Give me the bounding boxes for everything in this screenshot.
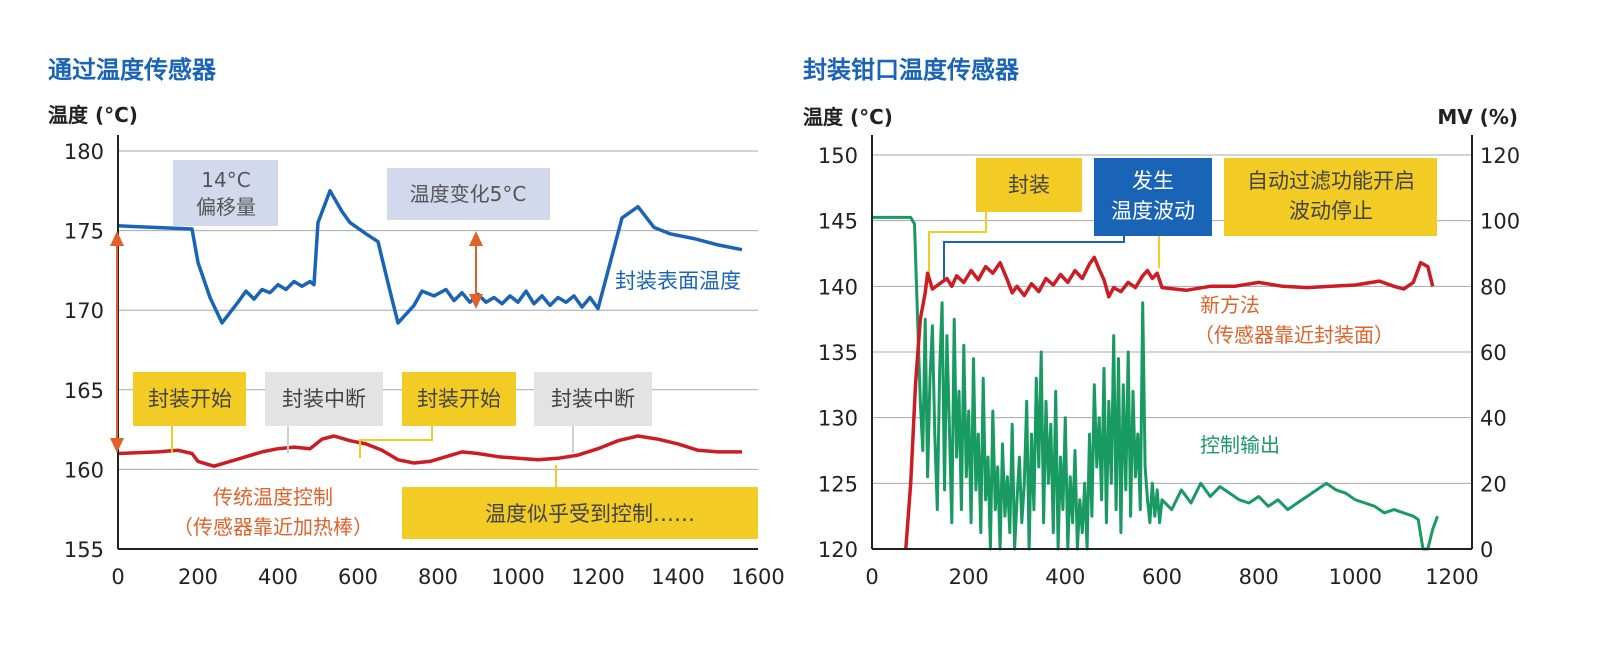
right-chart: 封装钳口温度传感器 温度 (°C) MV (%) 120 125 130 135 140… <box>803 56 1520 589</box>
left-x-tick-label: 400 <box>258 565 298 589</box>
right-y-tick-label: 130 <box>818 407 858 431</box>
left-offset-box <box>173 160 278 226</box>
left-y-axis-label: 温度 (°C) <box>48 103 138 127</box>
right-y2-tick-label: 60 <box>1480 341 1507 365</box>
left-x-tick-label: 600 <box>338 565 378 589</box>
left-y-tick-label: 165 <box>64 379 104 403</box>
right-y2-axis-label: MV (%) <box>1437 105 1518 129</box>
left-change-arrow <box>469 231 483 309</box>
left-seal-stop-1: 封装中断 <box>282 387 366 411</box>
left-y-tick-label: 180 <box>64 140 104 164</box>
left-seal-stop-box-1 <box>265 372 383 426</box>
left-offset-label-2: 偏移量 <box>196 195 256 219</box>
right-filter-label-1: 自动过滤功能开启 <box>1247 169 1415 193</box>
right-y-axis-label: 温度 (°C) <box>803 105 893 129</box>
right-y2-tick-label: 120 <box>1480 144 1520 168</box>
right-y2-tick-label: 20 <box>1480 472 1507 496</box>
left-y-tick-label: 175 <box>64 220 104 244</box>
right-y2-tick-label: 100 <box>1480 210 1520 234</box>
right-seal-box <box>976 158 1082 212</box>
right-fluct-label-1: 发生 <box>1132 169 1174 193</box>
right-series-new-method <box>904 255 1435 550</box>
left-x-tick-label: 1000 <box>491 565 544 589</box>
right-x-tick-label: 1000 <box>1329 565 1382 589</box>
left-y-tick-label: 160 <box>64 458 104 482</box>
right-y2-tick-label: 0 <box>1480 538 1493 562</box>
right-series-control-output <box>872 215 1439 551</box>
right-y-tick-label: 125 <box>818 472 858 496</box>
left-seal-start-2: 封装开始 <box>417 387 501 411</box>
left-controlled-text: 温度似乎受到控制…… <box>485 502 695 526</box>
left-seal-start-box-2 <box>402 372 516 426</box>
left-y-tick-label: 155 <box>64 538 104 562</box>
right-y-tick-label: 135 <box>818 341 858 365</box>
right-y-tick-label: 150 <box>818 144 858 168</box>
left-seal-stop-2: 封装中断 <box>551 387 635 411</box>
left-controlled-box <box>402 487 758 539</box>
right-fluct-box <box>1094 158 1212 236</box>
left-series-group <box>117 189 743 468</box>
right-y2-tick-label: 40 <box>1480 407 1507 431</box>
left-x-tick-label: 1400 <box>651 565 704 589</box>
left-conventional-label-2: （传感器靠近加热棒） <box>173 515 373 539</box>
left-series-line-1 <box>117 189 743 325</box>
left-offset-label-1: 14°C <box>201 168 250 192</box>
right-y-tick-label: 120 <box>818 538 858 562</box>
left-seal-stop-box-2 <box>534 372 652 426</box>
left-chart: 通过温度传感器 温度 (°C) 155 160 165 170 175 180 0 200 40… <box>48 56 785 589</box>
left-change-label: 温度变化5°C <box>410 182 527 206</box>
right-seal-label: 封装 <box>1008 173 1050 197</box>
right-control-output-label: 控制输出 <box>1200 433 1280 457</box>
left-x-tick-label: 1200 <box>571 565 624 589</box>
left-seal-start-box-1 <box>133 372 246 426</box>
left-seal-start-1: 封装开始 <box>148 387 232 411</box>
right-x-tick-label: 1200 <box>1425 565 1478 589</box>
left-x-tick-label: 0 <box>111 565 124 589</box>
right-y-tick-label: 140 <box>818 275 858 299</box>
right-fluct-label-2: 温度波动 <box>1111 199 1195 223</box>
left-x-tick-label: 200 <box>178 565 218 589</box>
right-series-group <box>872 215 1439 551</box>
right-chart-title: 封装钳口温度传感器 <box>803 56 1020 84</box>
right-x-tick-label: 200 <box>949 565 989 589</box>
right-filter-box <box>1224 158 1437 236</box>
left-series-line-2 <box>117 434 742 468</box>
left-x-tick-label: 1600 <box>731 565 784 589</box>
right-new-method-label-2: （传感器靠近封装面） <box>1194 323 1394 347</box>
right-y-tick-label: 145 <box>818 210 858 234</box>
right-x-tick-label: 600 <box>1142 565 1182 589</box>
right-filter-label-2: 波动停止 <box>1289 199 1373 223</box>
right-new-method-label-1: 新方法 <box>1200 293 1260 317</box>
left-tick-labels: 155 160 165 170 175 180 0 200 400 600 800 1000 1200 1… <box>64 140 785 589</box>
left-surface-label: 封装表面温度 <box>615 269 741 293</box>
left-offset-arrow <box>110 231 124 453</box>
left-change-box <box>387 168 550 220</box>
right-fluct-connector <box>943 236 1125 280</box>
right-y2-tick-label: 80 <box>1480 275 1507 299</box>
right-seal-connector <box>928 211 987 282</box>
left-x-tick-label: 800 <box>418 565 458 589</box>
left-chart-title: 通过温度传感器 <box>48 56 217 84</box>
left-event-connector-3 <box>359 425 433 458</box>
right-x-tick-label: 0 <box>865 565 878 589</box>
right-x-tick-label: 400 <box>1045 565 1085 589</box>
right-x-tick-label: 800 <box>1239 565 1279 589</box>
left-conventional-label-1: 传统温度控制 <box>213 485 333 509</box>
left-y-tick-label: 170 <box>64 299 104 323</box>
